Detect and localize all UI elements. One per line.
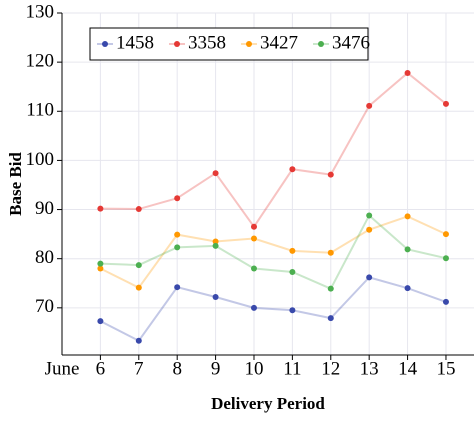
legend-label: 1458 xyxy=(116,32,154,53)
data-point xyxy=(404,285,411,292)
series-line xyxy=(99,215,447,289)
data-point xyxy=(366,102,373,109)
x-prefix-label: June xyxy=(45,358,80,379)
data-point xyxy=(404,69,411,76)
data-point xyxy=(97,265,104,272)
y-tick-label: 110 xyxy=(26,100,54,121)
data-point xyxy=(212,294,219,301)
data-point xyxy=(289,166,296,173)
legend-marker xyxy=(246,41,252,47)
data-point xyxy=(366,226,373,233)
data-point xyxy=(442,231,449,238)
y-tick-label: 100 xyxy=(26,149,55,170)
x-tick-label: 12 xyxy=(321,358,340,379)
x-tick-label: 13 xyxy=(360,358,379,379)
series-line xyxy=(99,276,447,343)
data-point xyxy=(97,205,104,212)
data-point xyxy=(442,100,449,107)
legend: 1458 3358 3427 3476 xyxy=(89,27,370,61)
data-point xyxy=(289,307,296,314)
data-point xyxy=(97,318,104,325)
data-point xyxy=(97,260,104,267)
x-tick-label: 10 xyxy=(244,358,263,379)
data-point xyxy=(250,223,257,230)
data-point xyxy=(289,268,296,275)
data-point xyxy=(212,238,219,245)
legend-label: 3358 xyxy=(188,32,226,53)
data-point xyxy=(250,304,257,311)
series-line xyxy=(100,213,447,290)
data-point xyxy=(327,171,334,178)
data-point xyxy=(135,337,142,344)
data-point xyxy=(404,213,411,220)
x-tick-label: 14 xyxy=(398,358,418,379)
data-point xyxy=(212,170,219,177)
x-tick-label: 6 xyxy=(96,358,106,379)
y-tick-label: 130 xyxy=(26,1,55,22)
data-point xyxy=(212,242,219,249)
data-point xyxy=(404,246,411,253)
legend-marker xyxy=(102,41,108,47)
data-point xyxy=(250,235,257,242)
legend-marker xyxy=(318,41,324,47)
data-point xyxy=(174,284,181,291)
data-point xyxy=(174,244,181,251)
data-point xyxy=(135,284,142,291)
series-line xyxy=(100,71,447,229)
legend-label: 3476 xyxy=(332,32,370,53)
data-point xyxy=(174,231,181,238)
data-point xyxy=(327,285,334,292)
x-tick-label: 11 xyxy=(283,358,301,379)
x-axis-label: Delivery Period xyxy=(211,394,325,413)
data-point xyxy=(250,265,257,272)
data-point xyxy=(135,262,142,269)
data-point xyxy=(366,212,373,219)
data-point xyxy=(442,298,449,305)
x-tick-label: 15 xyxy=(436,358,455,379)
legend-label: 3427 xyxy=(260,32,298,53)
data-point xyxy=(442,255,449,262)
y-axis-label: Base Bid xyxy=(6,152,25,216)
data-point xyxy=(174,195,181,202)
x-tick-label: 8 xyxy=(172,358,182,379)
data-point xyxy=(327,249,334,256)
data-point xyxy=(135,206,142,213)
legend-marker xyxy=(174,41,180,47)
y-tick-label: 80 xyxy=(35,247,54,268)
y-tick-label: 70 xyxy=(35,296,54,317)
data-point xyxy=(327,315,334,322)
x-tick-label: 7 xyxy=(134,358,144,379)
y-tick-label: 90 xyxy=(35,198,54,219)
y-tick-label: 120 xyxy=(26,50,55,71)
data-point xyxy=(289,247,296,254)
x-tick-label: 9 xyxy=(211,358,221,379)
data-point xyxy=(366,274,373,281)
